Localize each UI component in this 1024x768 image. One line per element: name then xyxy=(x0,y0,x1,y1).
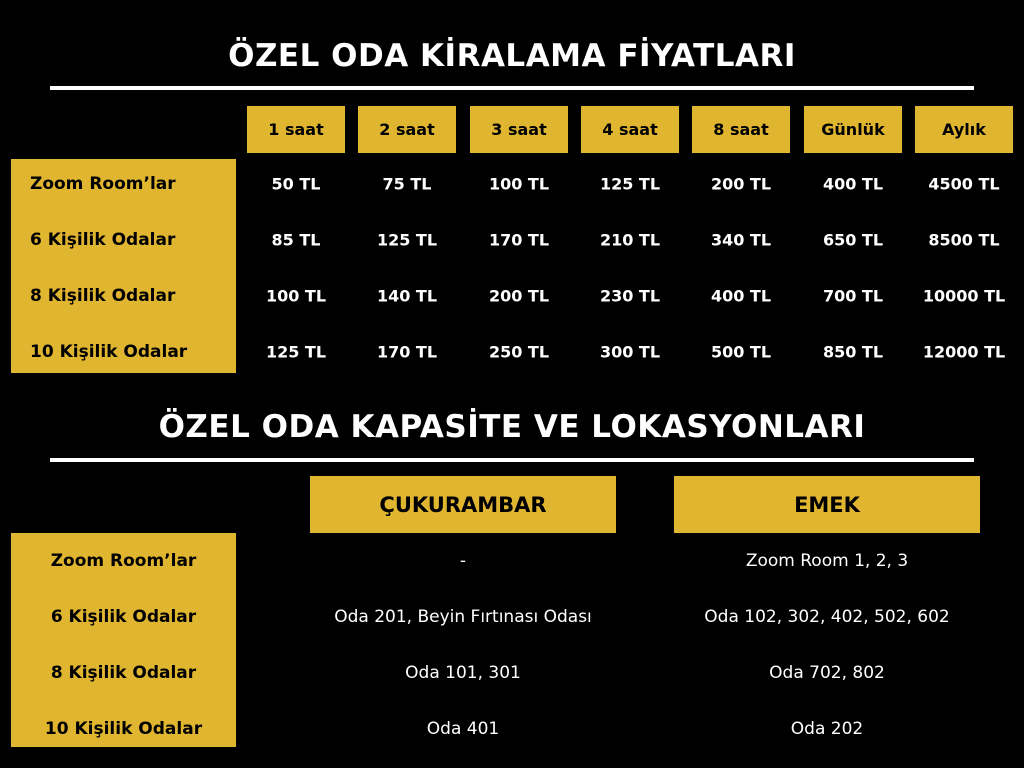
price-cell: 340 TL xyxy=(710,230,772,250)
divider xyxy=(50,86,974,90)
price-cell: 250 TL xyxy=(488,342,550,362)
price-cell: 200 TL xyxy=(488,286,550,306)
row-label: Zoom Room’lar xyxy=(30,174,176,194)
price-cell: 100 TL xyxy=(265,286,327,306)
price-cell: 8500 TL xyxy=(928,230,1000,250)
location-cell: Zoom Room 1, 2, 3 xyxy=(745,551,909,571)
location-header: EMEK xyxy=(674,476,980,533)
column-header: 3 saat xyxy=(470,106,568,153)
price-cell: 650 TL xyxy=(822,230,884,250)
price-cell: 170 TL xyxy=(376,342,438,362)
location-cell: Oda 201, Beyin Fırtınası Odası xyxy=(334,607,592,627)
price-cell: 12000 TL xyxy=(922,342,1006,362)
price-cell: 125 TL xyxy=(599,174,661,194)
row-label-panel xyxy=(11,159,236,373)
locations-title: ÖZEL ODA KAPASİTE VE LOKASYONLARI xyxy=(158,409,866,445)
column-header: 1 saat xyxy=(247,106,345,153)
price-cell: 10000 TL xyxy=(922,286,1006,306)
price-cell: 400 TL xyxy=(822,174,884,194)
row-label: 10 Kişilik Odalar xyxy=(30,342,188,362)
price-cell: 75 TL xyxy=(382,174,432,194)
row-label: Zoom Room’lar xyxy=(50,551,197,571)
price-cell: 300 TL xyxy=(599,342,661,362)
price-cell: 850 TL xyxy=(822,342,884,362)
price-cell: 85 TL xyxy=(271,230,321,250)
row-label: 6 Kişilik Odalar xyxy=(50,607,197,627)
location-cell: Oda 102, 302, 402, 502, 602 xyxy=(704,607,950,627)
column-header: Aylık xyxy=(915,106,1013,153)
row-label: 6 Kişilik Odalar xyxy=(30,230,176,250)
location-cell: - xyxy=(459,551,467,571)
column-header: 4 saat xyxy=(581,106,679,153)
price-cell: 200 TL xyxy=(710,174,772,194)
price-cell: 230 TL xyxy=(599,286,661,306)
location-cell: Oda 401 xyxy=(426,719,500,739)
price-cell: 125 TL xyxy=(376,230,438,250)
row-label: 8 Kişilik Odalar xyxy=(50,663,197,683)
location-cell: Oda 101, 301 xyxy=(405,663,521,683)
price-cell: 100 TL xyxy=(488,174,550,194)
column-header: Günlük xyxy=(804,106,902,153)
price-cell: 125 TL xyxy=(265,342,327,362)
row-label: 8 Kişilik Odalar xyxy=(30,286,176,306)
price-cell: 170 TL xyxy=(488,230,550,250)
price-cell: 210 TL xyxy=(599,230,661,250)
location-cell: Oda 202 xyxy=(790,719,864,739)
price-cell: 500 TL xyxy=(710,342,772,362)
location-header: ÇUKURAMBAR xyxy=(310,476,616,533)
price-cell: 140 TL xyxy=(376,286,438,306)
location-cell: Oda 702, 802 xyxy=(769,663,885,683)
row-label-panel xyxy=(11,533,236,747)
price-cell: 4500 TL xyxy=(928,174,1000,194)
column-header: 8 saat xyxy=(692,106,790,153)
divider xyxy=(50,458,974,462)
column-header: 2 saat xyxy=(358,106,456,153)
price-cell: 700 TL xyxy=(822,286,884,306)
price-cell: 400 TL xyxy=(710,286,772,306)
price-cell: 50 TL xyxy=(271,174,321,194)
pricing-title: ÖZEL ODA KİRALAMA FİYATLARI xyxy=(228,38,796,74)
row-label: 10 Kişilik Odalar xyxy=(44,719,203,739)
